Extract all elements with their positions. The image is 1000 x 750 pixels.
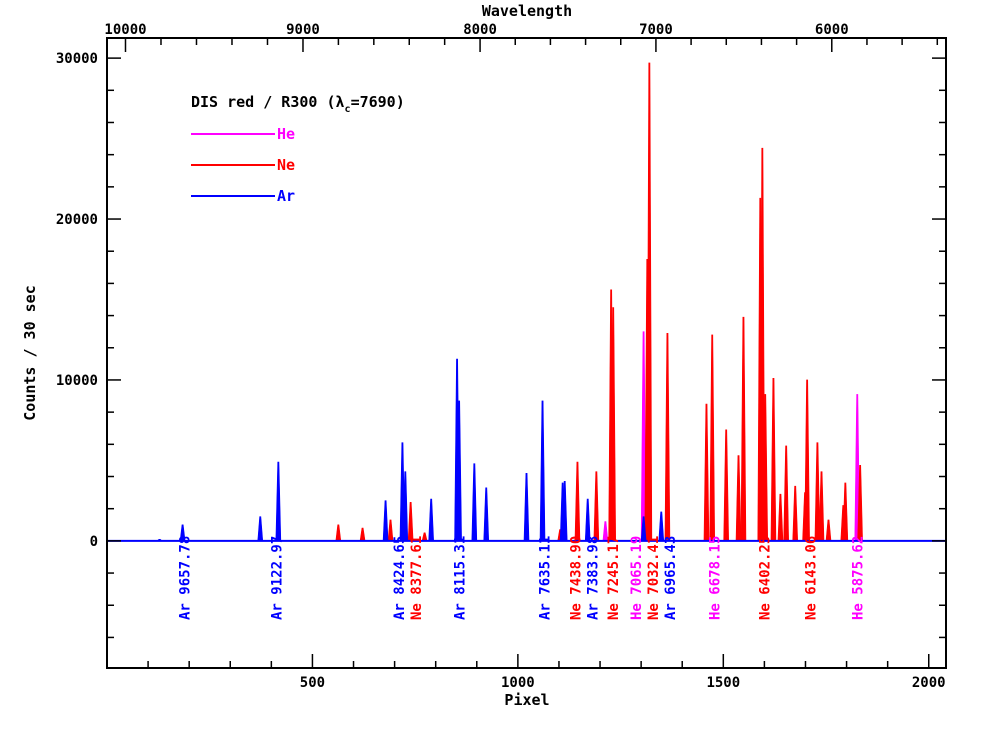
ne-emission-peak — [825, 519, 832, 542]
x-tick-label: 500 — [300, 675, 325, 691]
x2-axis-label: Wavelength — [482, 2, 572, 20]
ar-emission-peak — [471, 463, 478, 542]
line-label: Ne 6143.06 — [803, 536, 819, 620]
x-tick-label: 2000 — [912, 675, 946, 691]
line-label: Ne 6402.25 — [757, 536, 773, 620]
ne-emission-peak — [735, 455, 742, 542]
x2-tick-label: 9000 — [286, 22, 320, 38]
line-label: Ar 6965.43 — [663, 536, 679, 620]
spectrum-lines — [107, 62, 946, 542]
line-label: Ar 8424.65 — [392, 536, 408, 620]
ar-emission-peak — [275, 461, 282, 542]
y-tick-label: 30000 — [56, 51, 98, 67]
line-annotations: Ar 9657.78 Ar 9122.97 Ar 8424.65 Ne 8377.61… — [178, 536, 867, 620]
ne-emission-peak — [723, 429, 729, 542]
legend-ar-label: Ar — [277, 187, 295, 205]
line-label: Ne 7032.41 — [646, 536, 662, 620]
x-tick-label: 1500 — [706, 675, 740, 691]
ar-emission-peak — [523, 472, 530, 542]
ar-emission-peak — [584, 498, 591, 542]
ar-emission-peak — [257, 516, 264, 542]
x2-tick-label: 8000 — [463, 22, 497, 38]
line-label: Ar 8115.31 — [453, 536, 469, 620]
x2-tick-label: 6000 — [815, 22, 849, 38]
ne-emission-peak — [335, 524, 342, 542]
ne-emission-peak — [703, 403, 710, 542]
line-label: Ar 7635.11 — [538, 536, 554, 620]
y-tick-label: 10000 — [56, 373, 98, 389]
ne-emission-peak — [646, 62, 653, 542]
legend-he-label: He — [277, 125, 295, 143]
line-label: Ne 7438.90 — [568, 536, 584, 620]
line-label: He 7065.19 — [629, 536, 645, 620]
ne-emission-peak — [407, 501, 414, 542]
ne-emission-peak — [818, 471, 825, 542]
ar-emission-peak — [428, 498, 434, 542]
ne-emission-peak — [804, 379, 810, 542]
line-label: Ne 7245.17 — [606, 536, 622, 620]
line-label: He 6678.15 — [707, 536, 723, 620]
line-label: Ar 9657.78 — [178, 536, 194, 620]
legend-title: DIS red / R300 (λc=7690) — [191, 93, 405, 115]
y-tick-label: 0 — [90, 534, 98, 550]
legend-ne-label: Ne — [277, 156, 295, 174]
ne-emission-peak — [740, 316, 747, 542]
ne-emission-peak — [777, 493, 784, 542]
y-axis-label: Counts / 30 sec — [21, 285, 39, 420]
line-label: He 5875.62 — [850, 536, 866, 620]
ne-emission-peak — [783, 445, 789, 542]
ne-emission-peak — [574, 461, 581, 542]
ne-emission-peak — [770, 378, 777, 542]
ne-emission-peak — [359, 527, 366, 542]
x2-tick-label: 10000 — [104, 22, 146, 38]
ar-emission-peak — [382, 500, 389, 542]
x2-tick-label: 7000 — [639, 22, 673, 38]
ne-emission-peak — [664, 332, 671, 542]
ne-emission-peak — [593, 471, 600, 542]
ne-emission-peak — [842, 482, 849, 542]
ar-emission-peak — [539, 400, 546, 542]
plot-frame — [106, 37, 947, 669]
line-label: Ne 8377.61 — [409, 536, 425, 620]
legend: DIS red / R300 (λc=7690) He Ne Ar — [191, 93, 405, 205]
ne-emission-peak — [792, 485, 799, 542]
x-axis-label: Pixel — [504, 691, 549, 709]
line-label: Ar 7383.98 — [585, 536, 601, 620]
x-tick-label: 1000 — [501, 675, 535, 691]
ar-emission-peak — [483, 487, 490, 542]
ne-emission-peak — [709, 334, 716, 542]
line-label: Ar 9122.97 — [269, 536, 285, 620]
y-tick-label: 20000 — [56, 212, 98, 228]
